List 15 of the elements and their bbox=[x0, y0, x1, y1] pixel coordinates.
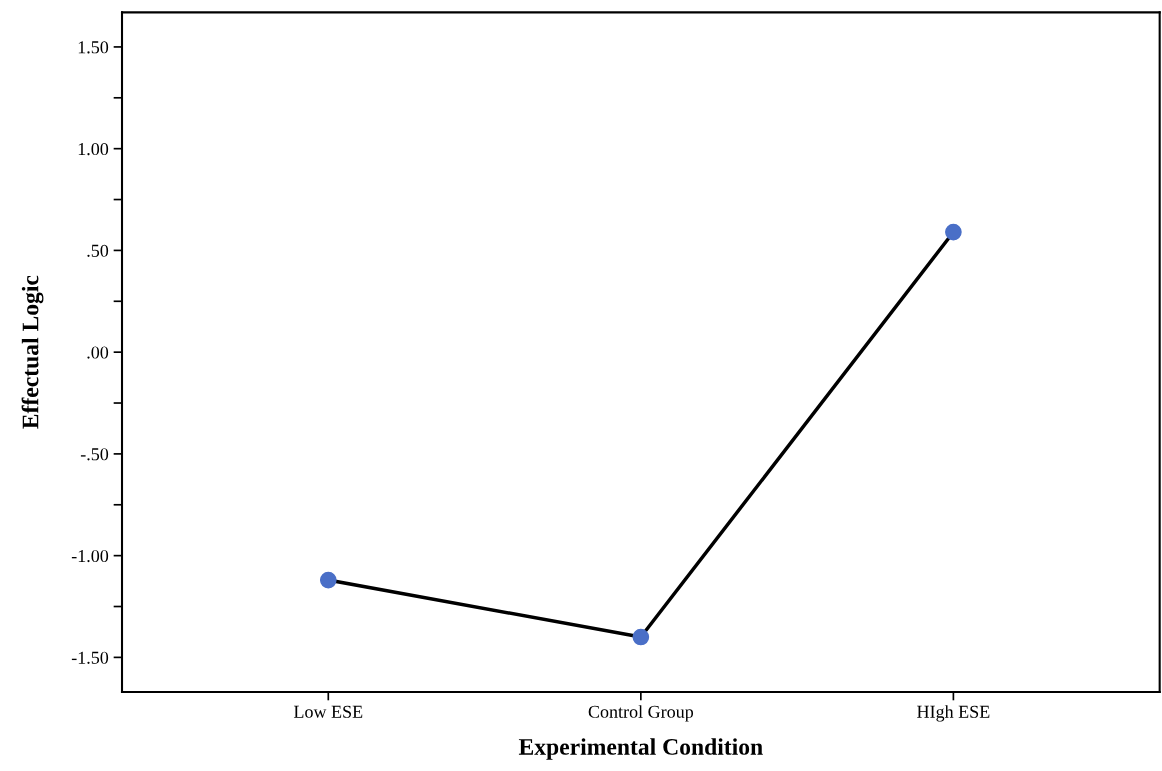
y-axis-title: Effectual Logic bbox=[21, 275, 44, 429]
y-tick-label: -1.00 bbox=[71, 549, 109, 563]
point bbox=[319, 571, 337, 589]
y-tick-label: .50 bbox=[87, 244, 109, 257]
x-tick-label: Control Group bbox=[588, 705, 694, 722]
y-tick-label: 1.00 bbox=[78, 142, 109, 156]
y-tick-label: .00 bbox=[87, 346, 109, 359]
y-tick-label: -1.50 bbox=[71, 651, 109, 664]
point bbox=[632, 628, 650, 646]
x-tick-label: Low ESE bbox=[293, 705, 363, 718]
x-axis-title: Experimental Condition bbox=[518, 738, 763, 760]
y-tick-label: 1.50 bbox=[78, 41, 109, 54]
y-tick-label: -.50 bbox=[80, 448, 109, 461]
x-tick-label: HIgh ESE bbox=[917, 705, 990, 722]
point bbox=[945, 223, 962, 241]
